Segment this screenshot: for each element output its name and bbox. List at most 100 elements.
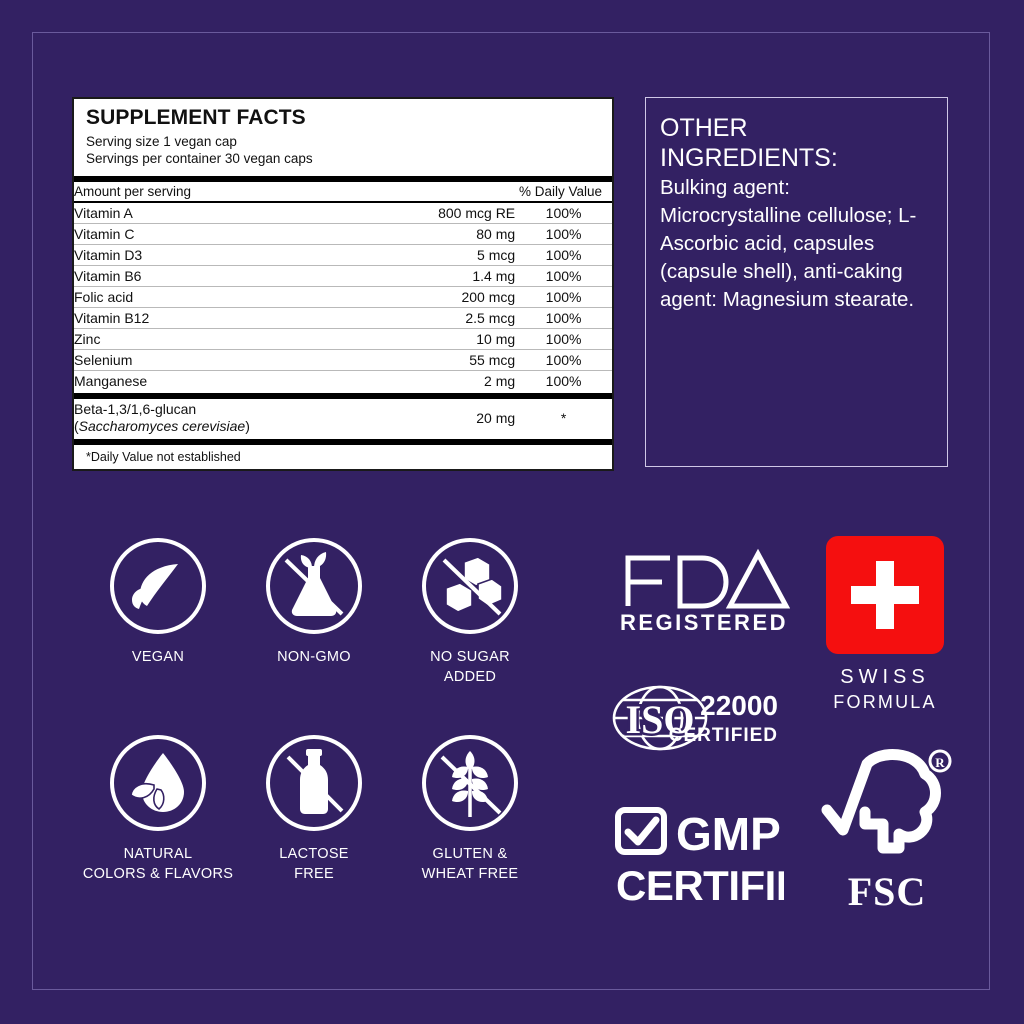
glucan-name-line1: Beta-1,3/1,6-glucan bbox=[74, 400, 197, 417]
badge-non-gmo: NON-GMO bbox=[236, 536, 392, 687]
nutrient-amount: 800 mcg RE bbox=[386, 202, 516, 224]
svg-text:CERTIFIED: CERTIFIED bbox=[616, 862, 784, 908]
divider-thick-top bbox=[74, 175, 612, 182]
other-ingredients-title-line1: OTHER bbox=[660, 114, 748, 142]
badge-grid: VEGAN NON-GMO N bbox=[80, 536, 550, 884]
nutrient-daily-value: 100% bbox=[515, 307, 612, 329]
nutrient-amount: 2 mg bbox=[484, 372, 516, 389]
nutrient-name: Zinc bbox=[74, 328, 387, 350]
swiss-label-line2: FORMULA bbox=[833, 692, 937, 712]
column-header-amount-per-serving: Amount per serving bbox=[74, 183, 192, 199]
nutrient-daily-value: 100% bbox=[515, 244, 612, 266]
table-row: Zinc 10 mg 100% bbox=[74, 328, 612, 350]
badge-label-line2: WHEAT FREE bbox=[421, 865, 519, 882]
nutrient-name: Vitamin D3 bbox=[74, 244, 387, 266]
badge-label: NON-GMO bbox=[277, 649, 351, 665]
gmp-certified-logo: GMP CERTIFIED bbox=[614, 802, 834, 913]
fsc-tree-check-icon: R bbox=[821, 749, 952, 854]
nutrient-amount: 5 mcg bbox=[386, 244, 516, 266]
divider-under-header bbox=[74, 200, 612, 203]
fda-icon: REGISTERED bbox=[620, 548, 791, 635]
table-row: Vitamin B12 2.5 mcg 100% bbox=[74, 307, 612, 329]
fda-sub: REGISTERED bbox=[620, 610, 788, 635]
nutrient-daily-value: 100% bbox=[515, 202, 612, 224]
glucan-table: Beta-1,3/1,6-glucan (Saccharomyces cerev… bbox=[74, 399, 612, 437]
supplement-facts-table: Amount per serving % Daily Value bbox=[74, 182, 612, 201]
nutrient-name: Vitamin C bbox=[74, 223, 387, 245]
badge-label: GLUTEN & WHEAT FREE bbox=[422, 845, 519, 884]
nutrient-amount: 55 mcg bbox=[386, 349, 516, 371]
table-row: Beta-1,3/1,6-glucan (Saccharomyces cerev… bbox=[74, 399, 612, 437]
svg-text:GMP: GMP bbox=[676, 808, 781, 860]
nutrient-name: Vitamin B12 bbox=[74, 307, 387, 329]
nutrient-daily-value: 100% bbox=[515, 286, 612, 308]
table-row: Vitamin C 80 mg 100% bbox=[74, 223, 612, 245]
fsc-logo: R FSC bbox=[812, 748, 962, 915]
badge-label: NATURAL COLORS & FLAVORS bbox=[83, 845, 233, 884]
divider-thick-above-glucan bbox=[74, 392, 612, 399]
badge-label-line1: LACTOSE bbox=[279, 846, 349, 863]
divider-thick-below-glucan bbox=[74, 438, 612, 445]
table-row: Vitamin A 800 mcg RE 100% bbox=[74, 202, 612, 224]
flask-slash-icon bbox=[266, 538, 362, 634]
table-row: Vitamin D3 5 mcg 100% bbox=[74, 244, 612, 266]
nutrient-name: Vitamin B6 bbox=[74, 265, 387, 287]
svg-text:22000: 22000 bbox=[700, 690, 778, 721]
badge-label-line2: FREE bbox=[294, 865, 334, 882]
supplement-rows-table: Vitamin A 800 mcg RE 100% Vitamin C 80 mg 100… bbox=[74, 202, 612, 391]
table-row: Manganese 2 mg 100% bbox=[74, 370, 612, 391]
badge-label: NO SUGAR ADDED bbox=[430, 648, 510, 687]
nutrient-amount: 10 mg bbox=[386, 328, 516, 350]
nutrient-daily-value: 100% bbox=[515, 265, 612, 287]
badge-label-line1: NATURAL bbox=[123, 846, 193, 863]
other-ingredients-title-line2: INGREDIENTS: bbox=[660, 144, 838, 172]
swiss-flag-icon bbox=[826, 536, 944, 654]
glucan-daily-value: * bbox=[560, 409, 567, 426]
swiss-cross-icon bbox=[851, 561, 919, 629]
iso-icon: ISO 22000 CERTIFIED bbox=[612, 685, 778, 751]
nutrient-name: Manganese bbox=[74, 372, 148, 389]
glucan-amount: 20 mg bbox=[476, 409, 516, 426]
footnote: *Daily Value not established bbox=[86, 449, 241, 464]
badge-vegan: VEGAN bbox=[80, 536, 236, 687]
gmp-icon: GMP CERTIFIED bbox=[615, 807, 834, 909]
badge-label-line1: GLUTEN & bbox=[432, 846, 508, 863]
bottle-slash-icon bbox=[266, 735, 362, 832]
fda-registered-logo: REGISTERED bbox=[618, 540, 800, 641]
column-header-daily-value: % Daily Value bbox=[518, 183, 602, 199]
serving-size: Serving size 1 vegan cap bbox=[86, 134, 237, 150]
svg-text:R: R bbox=[935, 755, 945, 770]
nutrient-name: Folic acid bbox=[74, 286, 387, 308]
column-header-amount bbox=[386, 182, 515, 201]
nutrient-name: Vitamin A bbox=[74, 202, 387, 224]
nutrient-amount: 80 mg bbox=[386, 223, 516, 245]
page-title: SUPPLEMENT FACTS bbox=[86, 106, 306, 129]
badge-lactose-free: LACTOSE FREE bbox=[236, 733, 392, 884]
badge-label-line1: NO SUGAR bbox=[430, 649, 510, 665]
badge-label: LACTOSE FREE bbox=[279, 845, 349, 884]
badge-natural-colors-flavors: NATURAL COLORS & FLAVORS bbox=[80, 733, 236, 884]
badge-row-1: VEGAN NON-GMO N bbox=[80, 536, 550, 687]
glucan-species: Saccharomyces cerevisiae bbox=[78, 417, 246, 434]
supplement-facts-panel: SUPPLEMENT FACTS Serving size 1 vegan ca… bbox=[72, 97, 614, 471]
badge-no-sugar-added: NO SUGAR ADDED bbox=[392, 536, 548, 687]
nutrient-name: Selenium bbox=[74, 349, 387, 371]
fsc-label: FSC bbox=[847, 869, 927, 914]
nutrient-daily-value: 100% bbox=[515, 223, 612, 245]
nutrient-amount: 1.4 mg bbox=[386, 265, 516, 287]
swiss-label-line1: SWISS bbox=[840, 666, 930, 688]
badge-label: VEGAN bbox=[131, 649, 185, 665]
svg-text:CERTIFIED: CERTIFIED bbox=[669, 725, 778, 746]
table-row: Selenium 55 mcg 100% bbox=[74, 349, 612, 371]
svg-text:ISO: ISO bbox=[626, 697, 695, 742]
other-ingredients-body: Bulking agent: Microcrystalline cellulos… bbox=[660, 176, 917, 312]
badge-row-2: NATURAL COLORS & FLAVORS LACTOSE FREE bbox=[80, 733, 550, 884]
swiss-formula-logo: SWISS FORMULA bbox=[810, 536, 960, 713]
nutrient-daily-value: 100% bbox=[515, 328, 612, 350]
nutrient-daily-value: 100% bbox=[515, 349, 612, 371]
other-ingredients-panel: OTHER INGREDIENTS: Bulking agent: Microc… bbox=[645, 97, 948, 467]
badge-label-line2: ADDED bbox=[443, 668, 497, 685]
sugar-cubes-slash-icon bbox=[422, 538, 518, 634]
table-row: Folic acid 200 mcg 100% bbox=[74, 286, 612, 308]
supplement-facts-header: SUPPLEMENT FACTS Serving size 1 vegan ca… bbox=[74, 99, 612, 174]
